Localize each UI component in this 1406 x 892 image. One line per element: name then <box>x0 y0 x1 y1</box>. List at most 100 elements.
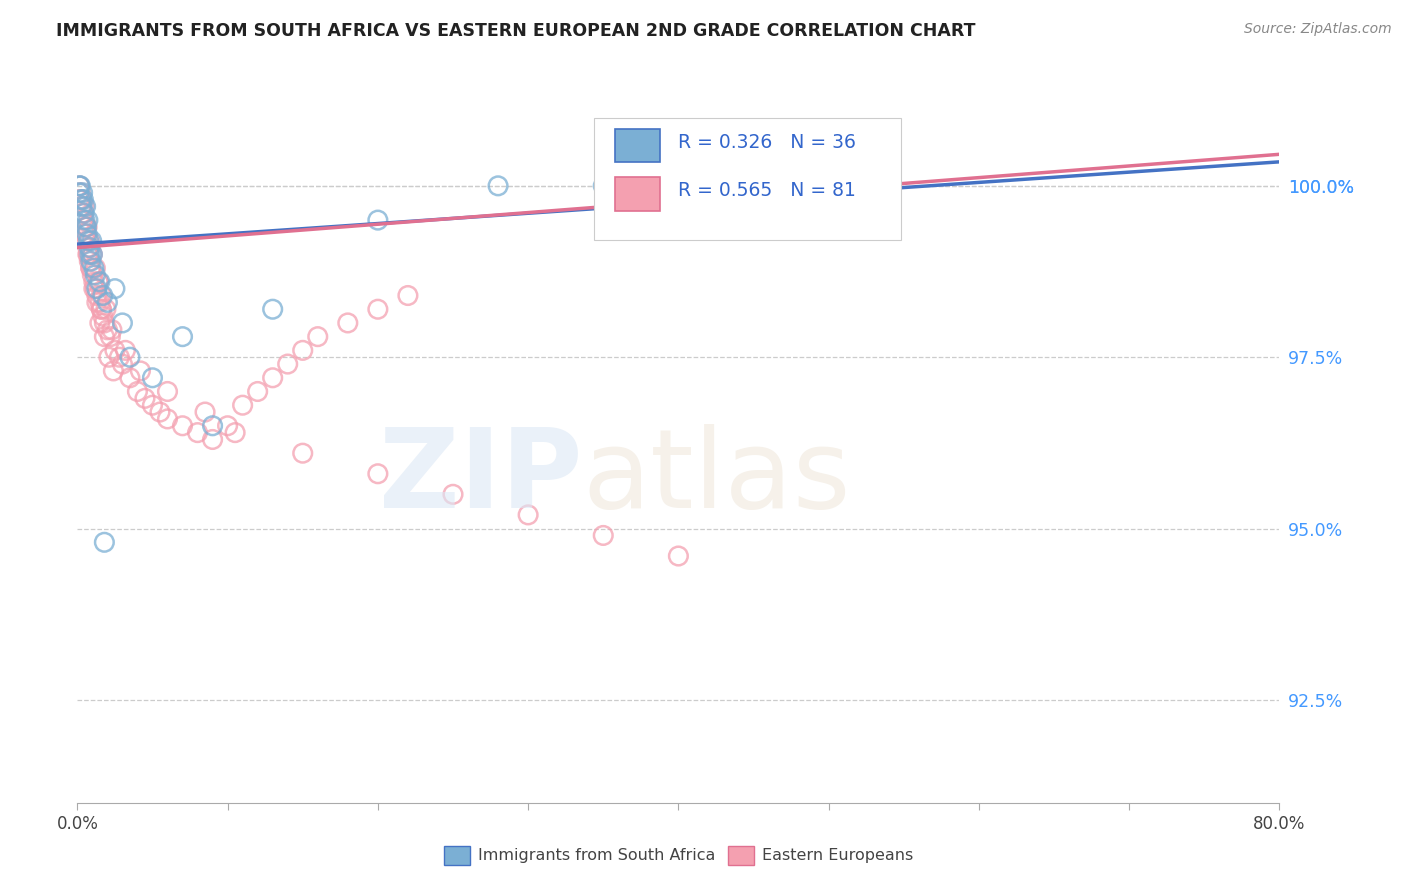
Point <box>69 186 91 200</box>
Point <box>90 302 112 317</box>
Point <box>307 329 329 343</box>
Point <box>90 302 112 317</box>
Point <box>87 275 110 289</box>
Point <box>72 206 94 220</box>
Point <box>87 275 110 289</box>
Point <box>75 219 97 234</box>
Point <box>80 261 103 276</box>
Point <box>77 234 100 248</box>
Text: IMMIGRANTS FROM SOUTH AFRICA VS EASTERN EUROPEAN 2ND GRADE CORRELATION CHART: IMMIGRANTS FROM SOUTH AFRICA VS EASTERN … <box>56 22 976 40</box>
Point <box>75 219 97 234</box>
Point <box>246 384 269 399</box>
Text: ZIP: ZIP <box>378 424 582 531</box>
Point <box>70 193 93 207</box>
Point <box>69 178 91 193</box>
Point <box>76 213 98 227</box>
Point <box>668 549 690 563</box>
Point <box>75 234 97 248</box>
Point <box>111 357 134 371</box>
Bar <box>614 129 661 162</box>
Point <box>84 282 107 296</box>
Point <box>127 384 149 399</box>
Point <box>73 206 96 220</box>
Point <box>441 487 464 501</box>
Point <box>93 535 115 549</box>
Point <box>336 316 359 330</box>
Text: Immigrants from South Africa: Immigrants from South Africa <box>478 848 716 863</box>
Point <box>201 433 224 447</box>
Point <box>86 282 108 296</box>
Point <box>76 247 98 261</box>
Point <box>114 343 136 358</box>
Point <box>69 178 91 193</box>
Text: R = 0.565   N = 81: R = 0.565 N = 81 <box>679 181 856 200</box>
Point <box>291 343 314 358</box>
Point <box>367 213 389 227</box>
Point <box>86 295 108 310</box>
Point <box>367 467 389 481</box>
Point <box>224 425 246 440</box>
Point <box>75 199 97 213</box>
Point <box>72 193 94 207</box>
Point <box>96 295 118 310</box>
Text: atlas: atlas <box>582 424 851 531</box>
Text: R = 0.326   N = 36: R = 0.326 N = 36 <box>679 133 856 152</box>
Point <box>194 405 217 419</box>
Point <box>79 234 101 248</box>
Point <box>72 206 94 220</box>
Point <box>172 329 194 343</box>
Point <box>70 199 93 213</box>
Point <box>101 323 124 337</box>
Point <box>91 309 114 323</box>
Point <box>291 446 314 460</box>
Point <box>262 302 284 317</box>
Point <box>82 268 104 282</box>
Point <box>129 364 152 378</box>
Point <box>72 186 94 200</box>
FancyBboxPatch shape <box>595 118 901 240</box>
Point <box>77 247 100 261</box>
Point <box>80 234 103 248</box>
Point <box>118 350 141 364</box>
Point <box>89 316 111 330</box>
Point <box>396 288 419 302</box>
Point <box>94 302 117 317</box>
Point <box>80 261 103 276</box>
Point <box>141 371 163 385</box>
Point <box>73 199 96 213</box>
Point <box>75 227 97 241</box>
Point <box>70 193 93 207</box>
Point <box>517 508 540 522</box>
Text: Source: ZipAtlas.com: Source: ZipAtlas.com <box>1244 22 1392 37</box>
Point <box>104 282 127 296</box>
Point <box>76 241 98 255</box>
Point <box>93 329 115 343</box>
Point <box>187 425 209 440</box>
Point <box>592 528 614 542</box>
Point <box>100 329 122 343</box>
Point <box>93 316 115 330</box>
Point <box>82 247 104 261</box>
Point <box>156 384 179 399</box>
Point <box>76 219 98 234</box>
Point <box>111 316 134 330</box>
Point <box>486 178 509 193</box>
Point <box>70 213 93 227</box>
Point <box>69 178 91 193</box>
Point <box>277 357 299 371</box>
Point <box>89 295 111 310</box>
Point <box>104 343 127 358</box>
Point <box>97 350 120 364</box>
Point <box>89 275 111 289</box>
Point <box>73 219 96 234</box>
Point <box>86 288 108 302</box>
Point <box>72 213 94 227</box>
Point <box>79 247 101 261</box>
Point <box>70 199 93 213</box>
Point <box>592 178 614 193</box>
Point <box>103 364 125 378</box>
Text: Eastern Europeans: Eastern Europeans <box>762 848 914 863</box>
Point <box>83 275 105 289</box>
Point <box>96 323 118 337</box>
Point <box>134 392 156 406</box>
